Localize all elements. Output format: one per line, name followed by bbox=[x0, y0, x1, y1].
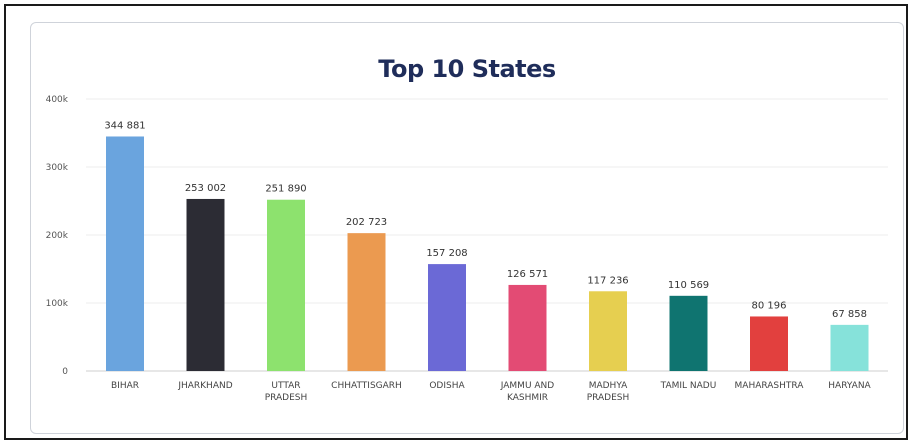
x-tick-label-line: KASHMIR bbox=[507, 393, 548, 403]
value-label: 251 890 bbox=[265, 184, 306, 195]
bar bbox=[186, 198, 225, 371]
bar bbox=[830, 324, 869, 371]
value-label: 157 208 bbox=[426, 248, 467, 259]
value-label: 80 196 bbox=[752, 300, 787, 311]
bar bbox=[347, 233, 386, 371]
value-label: 126 571 bbox=[507, 269, 548, 280]
y-tick-label: 400k bbox=[46, 95, 69, 105]
value-label: 202 723 bbox=[346, 217, 387, 228]
value-label: 117 236 bbox=[587, 275, 628, 286]
chart-title: Top 10 States bbox=[378, 55, 556, 83]
x-tick-label-line: JAMMU AND bbox=[500, 381, 555, 391]
x-tick-label: UTTAR PRADESH bbox=[265, 381, 308, 403]
y-tick-label: 0 bbox=[62, 367, 68, 377]
y-tick-label: 300k bbox=[46, 163, 69, 173]
x-tick-label-line: PRADESH bbox=[587, 393, 630, 403]
x-tick-label: BIHAR bbox=[111, 381, 139, 391]
chart-card: Top 10 States bbox=[30, 22, 904, 434]
x-tick-label: MAHARASHTRA bbox=[735, 381, 805, 391]
bar bbox=[106, 136, 144, 371]
value-label: 344 881 bbox=[104, 120, 145, 131]
x-tick-label-line: BIHAR bbox=[111, 381, 139, 391]
x-tick-label: TAMIL NADU bbox=[660, 381, 717, 391]
bar bbox=[508, 284, 547, 371]
value-label: 110 569 bbox=[668, 280, 709, 291]
x-tick-label-line: HARYANA bbox=[828, 381, 871, 391]
x-tick-label-line: MADHYA bbox=[589, 381, 628, 391]
x-tick-label-line: ODISHA bbox=[429, 381, 465, 391]
x-tick-label: MADHYA PRADESH bbox=[587, 381, 630, 403]
x-tick-label-line: TAMIL NADU bbox=[660, 381, 717, 391]
x-tick-label-line: JHARKHAND bbox=[177, 381, 232, 391]
outer-frame: Top 10 States bbox=[4, 4, 908, 440]
bar bbox=[669, 295, 708, 371]
x-tick-label: CHHATTISGARH bbox=[331, 381, 402, 391]
x-tick-label: ODISHA bbox=[429, 381, 465, 391]
value-label: 253 002 bbox=[185, 183, 226, 194]
y-tick-label: 100k bbox=[46, 299, 69, 309]
bar bbox=[428, 264, 466, 371]
x-tick-label: JAMMU AND KASHMIR bbox=[500, 381, 555, 403]
value-label: 67 858 bbox=[832, 309, 867, 320]
x-tick-label-line: UTTAR bbox=[271, 381, 300, 391]
y-tick-label: 200k bbox=[46, 231, 69, 241]
x-tick-label-line: CHHATTISGARH bbox=[331, 381, 402, 391]
x-tick-label: HARYANA bbox=[828, 381, 871, 391]
bar bbox=[267, 199, 305, 371]
bar bbox=[589, 291, 627, 371]
x-tick-label-line: MAHARASHTRA bbox=[735, 381, 805, 391]
x-tick-label: JHARKHAND bbox=[177, 381, 232, 391]
bar bbox=[750, 316, 788, 371]
x-tick-label-line: PRADESH bbox=[265, 393, 308, 403]
